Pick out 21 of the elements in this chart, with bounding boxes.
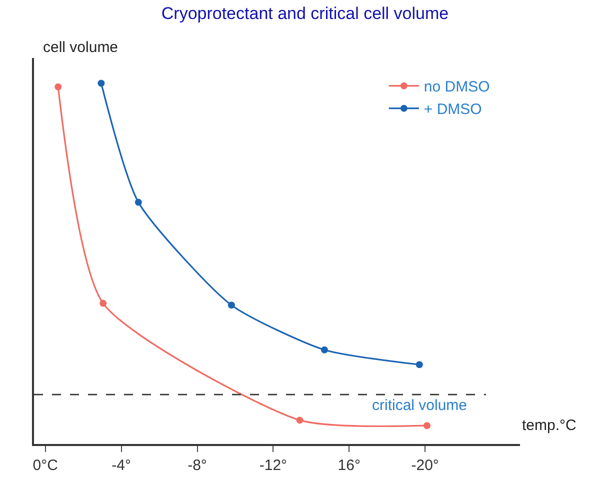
point [423,422,430,430]
point [100,300,107,307]
ref-line-label: critical volume [372,397,468,414]
point [320,346,328,354]
point [416,361,423,368]
x-tick-label: -4° [112,457,131,474]
x-axis-title: temp.°C [522,417,577,434]
point [54,83,62,90]
x-tick-label: -20° [411,457,439,474]
legend-label: + DMSO [424,101,482,118]
y-axis-title: cell volume [43,39,118,56]
chart-title: Cryoprotectant and critical cell volume [161,4,449,24]
point [296,416,304,424]
x-tick-label: 16° [338,457,360,474]
point [134,198,142,206]
point [228,302,235,309]
x-tick-label: -8° [188,457,207,474]
x-tick-label: -12° [259,457,288,474]
x-tick-label: 0°C [32,457,58,474]
point [98,80,105,87]
legend-label: no DMSO [424,78,490,96]
